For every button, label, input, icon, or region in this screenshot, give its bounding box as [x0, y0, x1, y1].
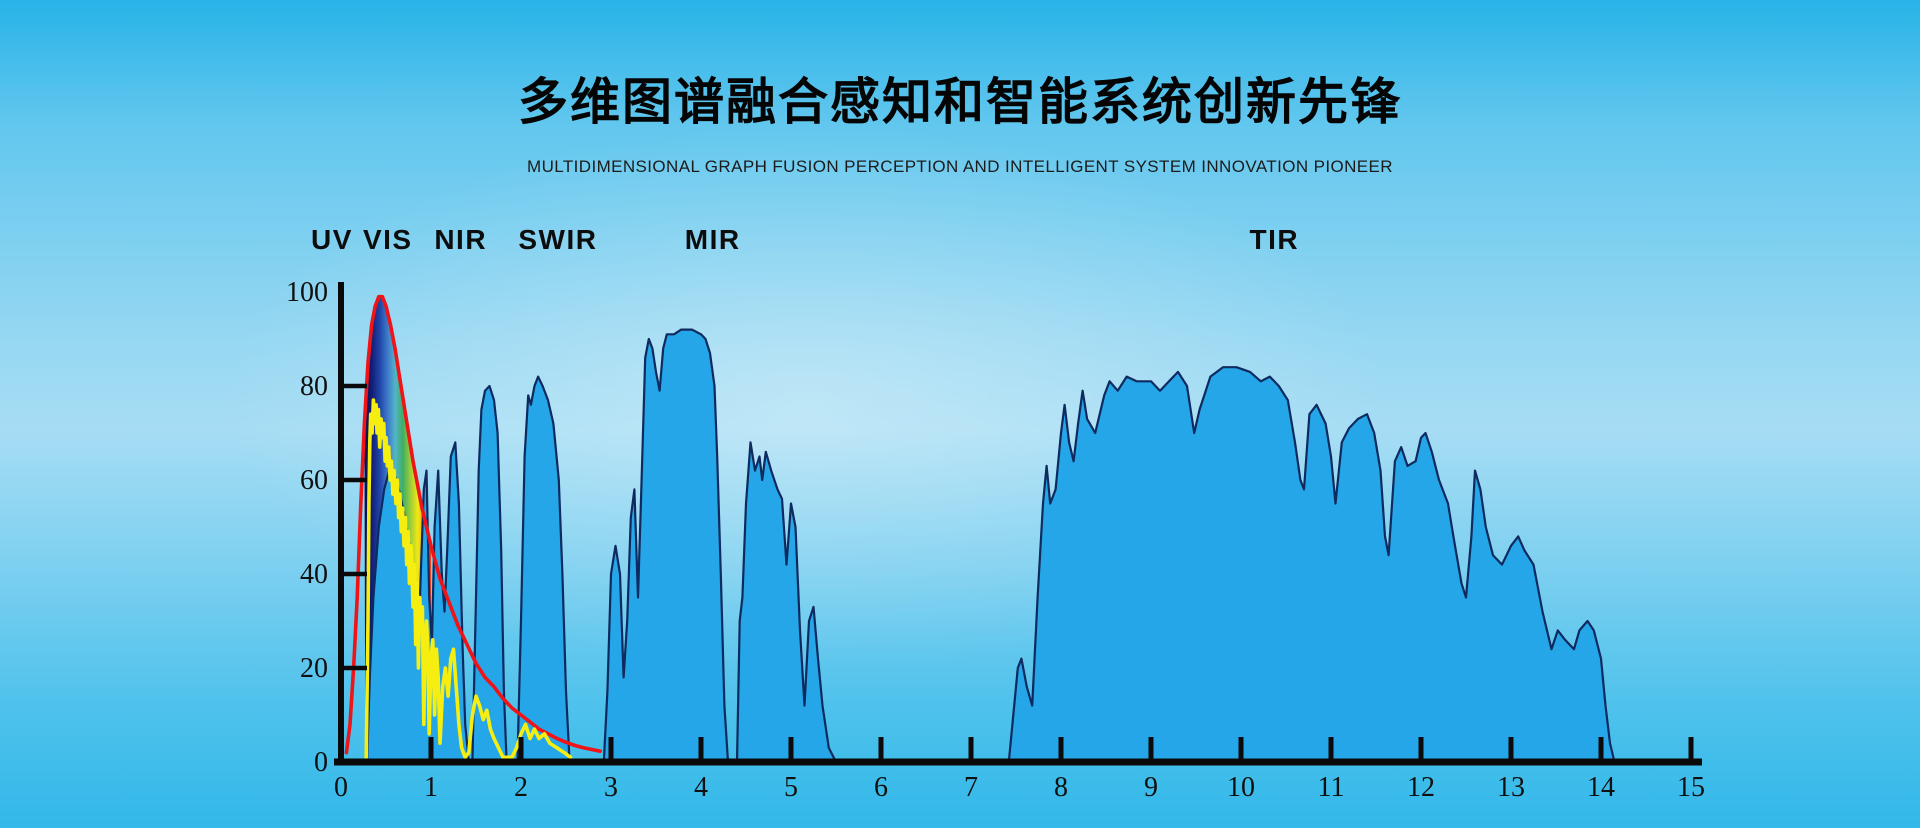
atmospheric-windows-area: [366, 328, 1616, 764]
x-tick-label: 3: [604, 772, 618, 803]
solar-envelope-curve: [344, 294, 602, 755]
x-tick-label: 12: [1407, 772, 1435, 803]
page-title: 多维图谱融合感知和智能系统创新先锋: [518, 74, 1402, 130]
y-tick-label: 80: [300, 371, 328, 402]
band-label-nir: NIR: [434, 224, 488, 255]
x-tick-label: 13: [1497, 772, 1525, 803]
x-tick-label: 4: [694, 772, 708, 803]
y-tick-label: 100: [286, 277, 328, 308]
y-tick-label: 20: [300, 653, 328, 684]
x-tick-label: 8: [1054, 772, 1068, 803]
page-subtitle: MULTIDIMENSIONAL GRAPH FUSION PERCEPTION…: [527, 157, 1393, 176]
x-tick-label: 11: [1317, 772, 1345, 803]
band-label-tir: TIR: [1249, 224, 1300, 255]
y-tick-label: 40: [300, 559, 328, 590]
band-label-swir: SWIR: [518, 224, 598, 255]
x-tick-label: 14: [1587, 772, 1615, 803]
band-label-vis: VIS: [362, 224, 413, 255]
x-tick-label: 1: [424, 772, 438, 803]
x-tick-label: 7: [964, 772, 978, 803]
spectral-band-labels: UV VIS NIR SWIR MIR TIR: [0, 224, 1920, 258]
x-tick-label: 6: [874, 772, 888, 803]
ground-solar-curve: [364, 398, 573, 760]
x-tick-label: 15: [1677, 772, 1705, 803]
y-tick-label: 0: [314, 747, 328, 778]
band-label-uv: UV: [311, 224, 353, 255]
x-tick-label: 10: [1227, 772, 1255, 803]
x-tick-label: 9: [1144, 772, 1158, 803]
x-tick-label: 2: [514, 772, 528, 803]
y-tick-label: 60: [300, 465, 328, 496]
x-tick-label: 5: [784, 772, 798, 803]
band-label-mir: MIR: [684, 224, 741, 255]
axes: [334, 282, 1702, 766]
x-tick-label: 0: [334, 772, 348, 803]
